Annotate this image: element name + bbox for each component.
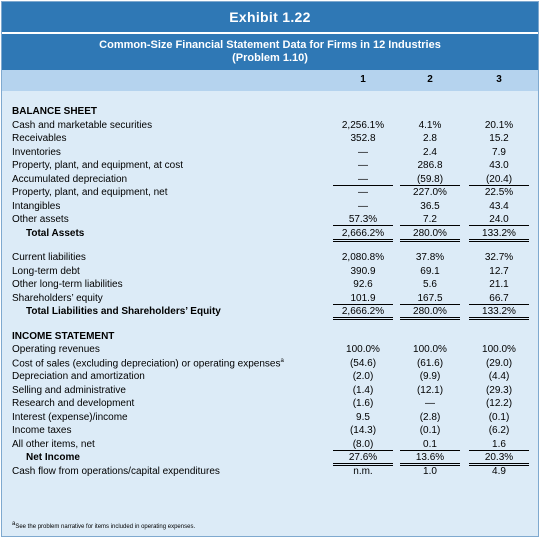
table-subtitle: Common-Size Financial Statement Data for… (2, 34, 538, 70)
row-label: Income taxes (12, 425, 72, 436)
row-label: Inventories (12, 146, 61, 158)
table-row: All other items, net (8.0) 0.1 1.6 (2, 439, 538, 453)
row-label: Intangibles (12, 200, 61, 212)
table-row: Research and development (1.6) — (12.2) (12, 398, 513, 409)
row-label: Cash and marketable securities (12, 119, 153, 131)
row-label: Cost of sales (excluding depreciation) o… (12, 357, 284, 369)
subtitle-line-2: (Problem 1.10) (232, 52, 308, 64)
row-label: Property, plant, and equipment, net (12, 187, 168, 198)
table-row: Property, plant, and equipment, at cost … (12, 160, 509, 171)
row-label: Depreciation and amortization (12, 371, 145, 382)
table-row: Shareholders’ equity 101.9 167.5 66.7 (2, 293, 538, 307)
table-row-total: Net Income 27.6% 13.6% 20.3% (2, 452, 538, 466)
table-row: Selling and administrative (1.4) (12.1) … (12, 384, 513, 396)
table-row: Cash flow from operations/capital expend… (12, 465, 506, 477)
table-row: Current liabilities 2,080.8% 37.8% 32.7% (12, 252, 514, 263)
row-label: Interest (expense)/income (12, 411, 128, 423)
exhibit-title: Exhibit 1.22 (2, 2, 538, 34)
table-row: Intangibles — 36.5 43.4 (12, 200, 509, 212)
table-row: Cash and marketable securities 2,256.1% … (12, 119, 514, 131)
column-header-1: 1 (360, 74, 366, 85)
footnote-marker: a (280, 357, 284, 364)
table-row: Operating revenues 100.0% 100.0% 100.0% (12, 344, 516, 355)
footnote: aSee the problem narrative for items inc… (12, 521, 195, 530)
section-header-income-statement: INCOME STATEMENT (12, 330, 115, 342)
table-row: Long-term debt 390.9 69.1 12.7 (12, 265, 509, 277)
subtitle-line-1: Common-Size Financial Statement Data for… (99, 39, 441, 51)
row-label: Operating revenues (12, 344, 100, 355)
column-header-2: 2 (427, 74, 433, 85)
row-label: Other assets (12, 214, 69, 225)
table-row-total: Total Liabilities and Shareholders’ Equi… (2, 306, 538, 320)
table-row: Cost of sales (excluding depreciation) o… (12, 357, 513, 369)
table-row: Receivables 352.8 2.8 15.2 (12, 133, 509, 144)
row-label: Accumulated depreciation (12, 173, 128, 185)
row-label: Selling and administrative (12, 384, 126, 396)
table-row: Income taxes (14.3) (0.1) (6.2) (12, 425, 510, 436)
row-label: Current liabilities (12, 252, 86, 263)
table-row: Inventories — 2.4 7.9 (12, 146, 506, 158)
row-label: All other items, net (12, 438, 95, 450)
row-label: Property, plant, and equipment, at cost (12, 160, 184, 171)
table-row: Interest (expense)/income 9.5 (2.8) (0.1… (12, 411, 510, 423)
column-header-row: 1 2 3 (2, 70, 538, 91)
row-label: Total Assets (26, 227, 85, 239)
row-label: Long-term debt (12, 265, 80, 277)
footnote-text: See the problem narrative for items incl… (15, 524, 196, 530)
row-label: Total Liabilities and Shareholders’ Equi… (26, 306, 221, 317)
table-row: Other assets 57.3% 7.2 24.0 (2, 214, 538, 228)
table-row: Depreciation and amortization (2.0) (9.9… (12, 371, 510, 382)
table-row: Other long-term liabilities 92.6 5.6 21.… (12, 279, 509, 290)
row-label: Receivables (12, 133, 67, 144)
row-label: Net Income (26, 452, 80, 463)
table-row: Property, plant, and equipment, net — 22… (12, 187, 514, 198)
row-label: Research and development (12, 398, 135, 409)
section-header-balance-sheet: BALANCE SHEET (12, 106, 98, 117)
column-header-3: 3 (496, 74, 502, 85)
table-row: Accumulated depreciation — (59.8) (20.4) (2, 174, 538, 188)
row-label: Shareholders’ equity (12, 292, 103, 304)
row-label: Other long-term liabilities (12, 279, 123, 290)
footnote-marker: a (12, 521, 16, 527)
table-row-total: Total Assets 2,666.2% 280.0% 133.2% (2, 228, 538, 242)
row-label: Cash flow from operations/capital expend… (12, 465, 220, 477)
table-body: BALANCE SHEET Cash and marketable securi… (2, 91, 538, 479)
